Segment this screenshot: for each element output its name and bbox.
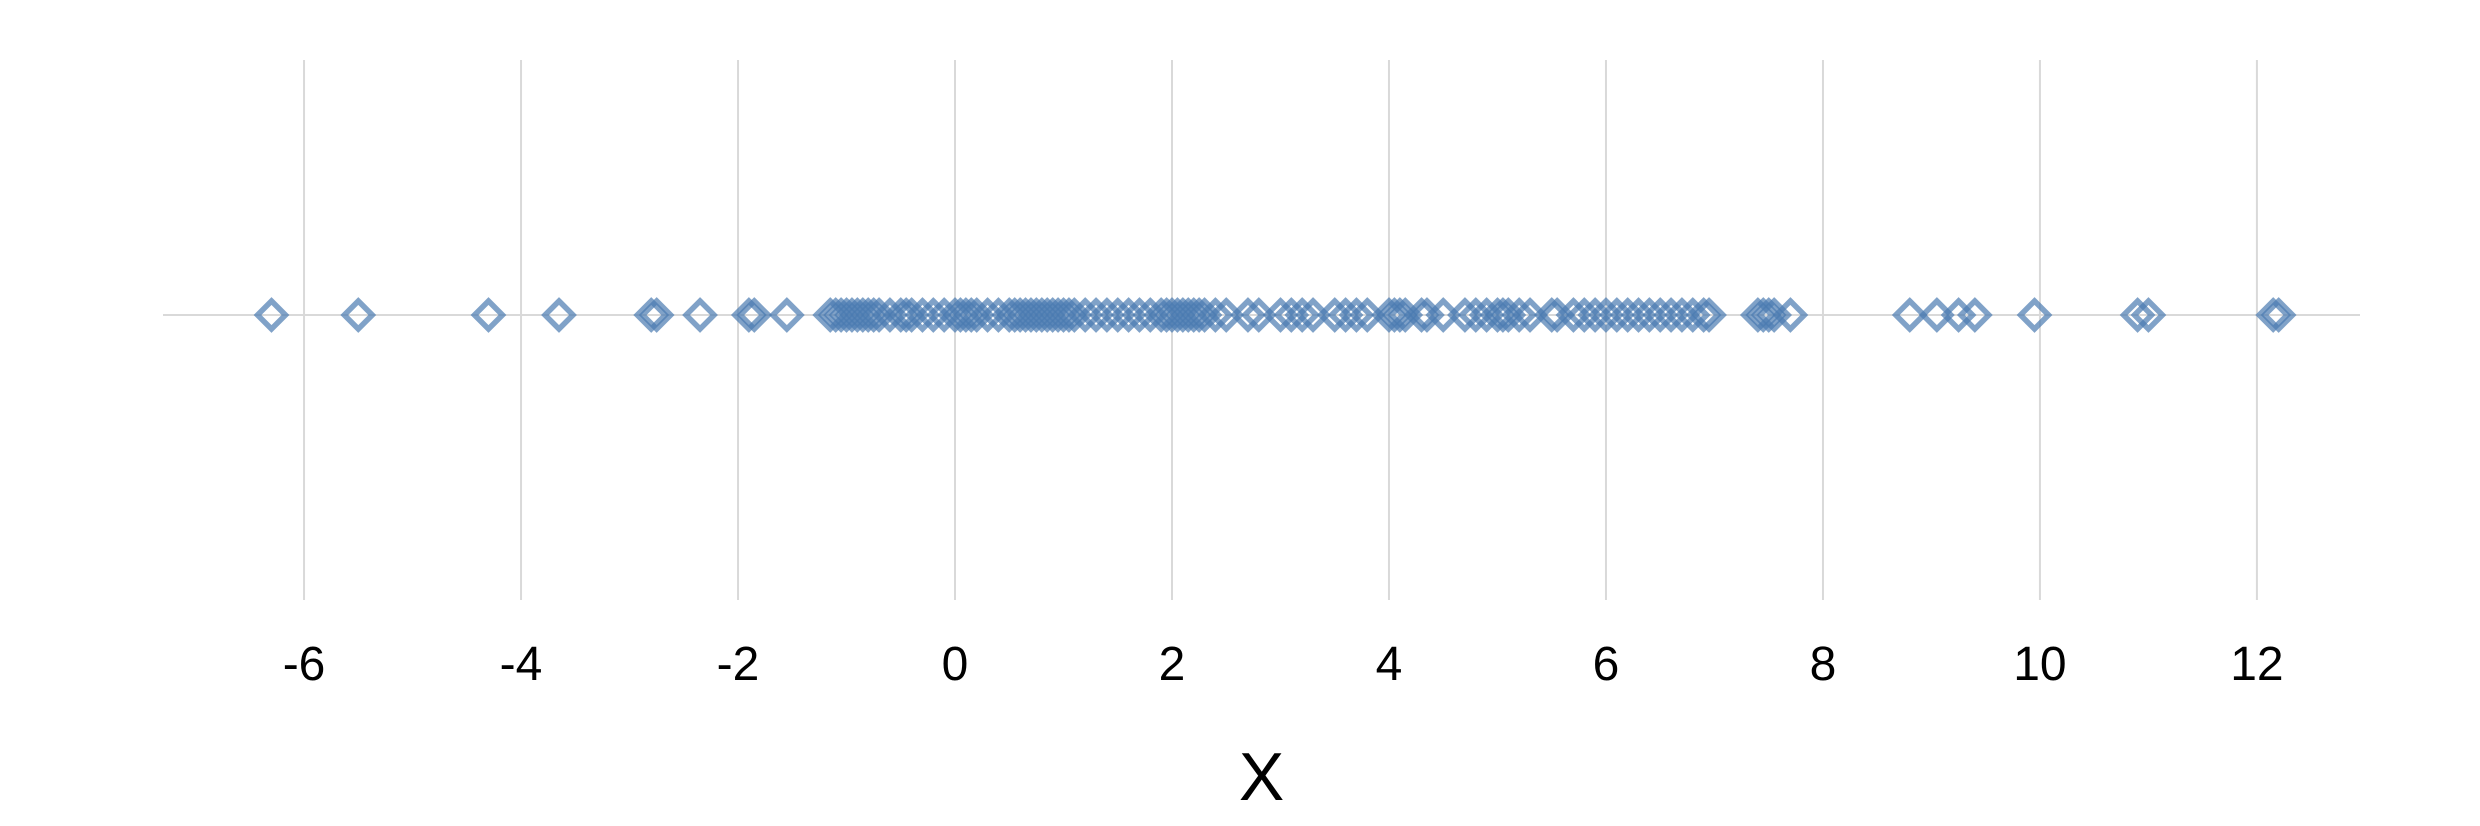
data-point <box>541 297 577 333</box>
x-tick-label: 2 <box>1159 638 1186 691</box>
x-tick-label: 8 <box>1810 638 1837 691</box>
data-point <box>1376 297 1413 333</box>
x-tick-label: 10 <box>2013 638 2066 691</box>
data-point <box>1230 297 1266 333</box>
data-point <box>1338 297 1375 333</box>
data-point <box>1691 297 1727 333</box>
data-point <box>1501 297 1538 333</box>
data-point <box>1685 297 1722 333</box>
data-point <box>470 297 507 333</box>
x-tick-label: -4 <box>500 638 543 691</box>
x-tick-label: -2 <box>717 638 760 691</box>
data-point <box>736 297 773 333</box>
data-point <box>768 297 805 333</box>
data-point <box>1284 297 1321 333</box>
x-tick-label: 12 <box>2230 638 2283 691</box>
data-point <box>633 297 670 333</box>
data-point <box>1956 297 1993 333</box>
data-point <box>1772 297 1809 333</box>
data-point <box>253 297 290 333</box>
x-tick-label: -6 <box>283 638 326 691</box>
x-tick-label: 0 <box>942 638 969 691</box>
data-points <box>253 297 2297 333</box>
data-point <box>2255 297 2292 333</box>
data-point <box>2130 297 2167 333</box>
data-point <box>730 297 767 333</box>
x-axis-title: X <box>1239 739 1284 815</box>
data-point <box>2119 297 2156 333</box>
x-tick-label: 6 <box>1593 638 1620 691</box>
data-point <box>682 297 718 333</box>
data-point <box>340 297 377 333</box>
x-axis-tick-labels: -6 -4 -2 0 2 4 6 8 10 12 <box>283 638 2284 691</box>
data-point <box>1745 297 1782 333</box>
data-point <box>2016 297 2053 333</box>
data-point <box>638 297 675 333</box>
data-point <box>2260 297 2297 333</box>
data-point <box>1891 297 1928 333</box>
x-tick-label: 4 <box>1376 638 1403 691</box>
data-point <box>1197 297 1234 333</box>
